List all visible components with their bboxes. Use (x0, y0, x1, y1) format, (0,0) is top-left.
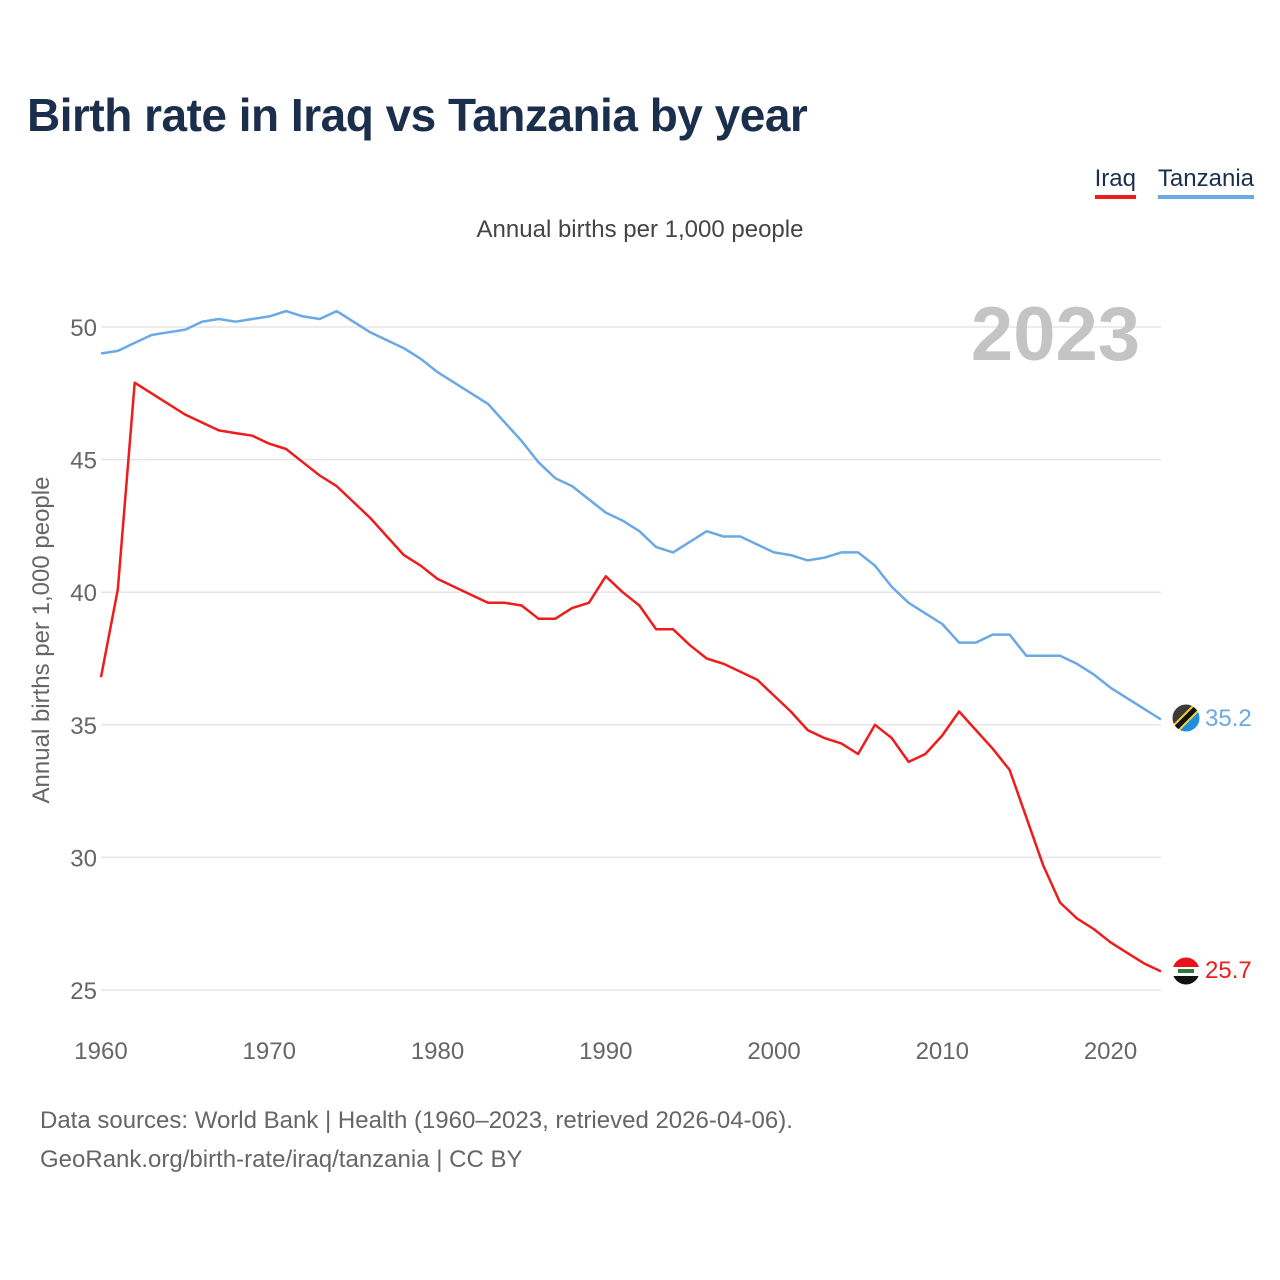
chart-subtitle: Annual births per 1,000 people (476, 216, 804, 243)
x-tick-label: 1960 (74, 1038, 127, 1065)
x-tick-label: 1980 (411, 1038, 464, 1065)
x-tick-label: 1970 (243, 1038, 296, 1065)
iraq-flag-icon (1171, 956, 1201, 986)
iraq-end-value: 25.7 (1205, 957, 1252, 984)
x-tick-label: 2000 (747, 1038, 800, 1065)
tanzania-flag-icon (1171, 703, 1201, 733)
x-tick-label: 2010 (916, 1038, 969, 1065)
y-tick-label: 30 (70, 845, 97, 872)
y-tick-label: 40 (70, 580, 97, 607)
series-line-tanzania[interactable] (100, 309, 1162, 721)
y-tick-label: 25 (70, 978, 97, 1005)
y-tick-label: 35 (70, 713, 97, 740)
footer-sources: Data sources: World Bank | Health (1960–… (40, 1107, 793, 1134)
tanzania-end-value: 35.2 (1205, 705, 1252, 732)
chart-title: Birth rate in Iraq vs Tanzania by year (27, 89, 808, 141)
x-axis-ticks: 1960 1970 1980 1990 2000 2010 2020 (74, 1038, 1137, 1065)
x-tick-label: 1990 (579, 1038, 632, 1065)
gridlines (101, 326, 1161, 991)
series-group (99, 309, 1162, 973)
legend-item-tanzania[interactable]: Tanzania (1157, 165, 1254, 199)
legend: Iraq Tanzania (1094, 165, 1254, 199)
legend-item-iraq[interactable]: Iraq (1094, 165, 1136, 199)
series-line-iraq[interactable] (99, 381, 1162, 973)
y-tick-label: 45 (70, 448, 97, 475)
year-watermark: 2023 (971, 292, 1140, 377)
footer-link[interactable]: GeoRank.org/birth-rate/iraq/tanzania | C… (40, 1146, 523, 1173)
y-axis-ticks: 25 30 35 40 45 50 (70, 315, 97, 1005)
x-tick-label: 2020 (1084, 1038, 1137, 1065)
y-tick-label: 50 (70, 315, 97, 342)
